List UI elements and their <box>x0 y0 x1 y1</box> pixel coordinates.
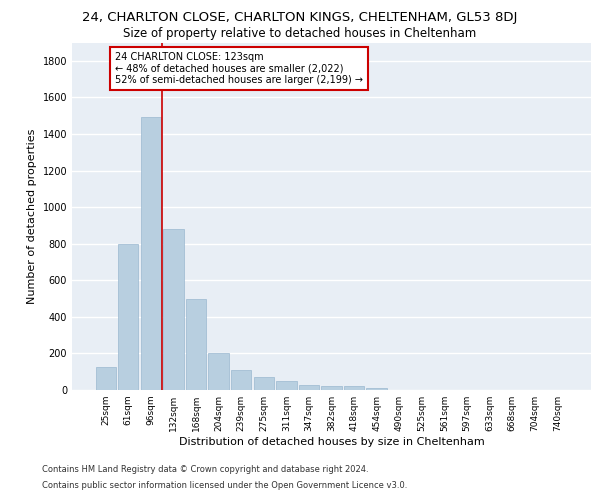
Bar <box>299 384 319 390</box>
X-axis label: Distribution of detached houses by size in Cheltenham: Distribution of detached houses by size … <box>179 437 484 447</box>
Bar <box>276 381 296 390</box>
Bar <box>95 367 116 390</box>
Bar <box>367 388 387 390</box>
Text: 24, CHARLTON CLOSE, CHARLTON KINGS, CHELTENHAM, GL53 8DJ: 24, CHARLTON CLOSE, CHARLTON KINGS, CHEL… <box>82 11 518 24</box>
Text: 24 CHARLTON CLOSE: 123sqm
← 48% of detached houses are smaller (2,022)
52% of se: 24 CHARLTON CLOSE: 123sqm ← 48% of detac… <box>115 52 363 85</box>
Text: Contains public sector information licensed under the Open Government Licence v3: Contains public sector information licen… <box>42 480 407 490</box>
Bar <box>163 229 184 390</box>
Bar <box>186 298 206 390</box>
Bar <box>231 370 251 390</box>
Y-axis label: Number of detached properties: Number of detached properties <box>27 128 37 304</box>
Bar <box>141 118 161 390</box>
Bar <box>344 386 364 390</box>
Text: Contains HM Land Registry data © Crown copyright and database right 2024.: Contains HM Land Registry data © Crown c… <box>42 466 368 474</box>
Bar <box>208 352 229 390</box>
Bar <box>322 386 341 390</box>
Text: Size of property relative to detached houses in Cheltenham: Size of property relative to detached ho… <box>124 28 476 40</box>
Bar <box>118 244 139 390</box>
Bar <box>254 377 274 390</box>
